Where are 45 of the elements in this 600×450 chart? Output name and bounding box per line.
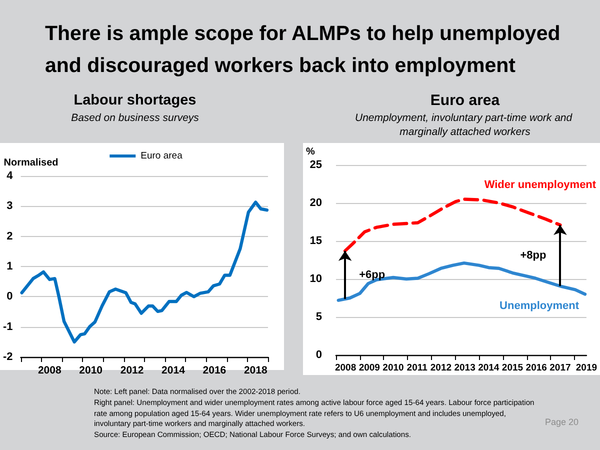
y-tick-label: 0 <box>6 290 13 303</box>
line-series <box>20 200 269 344</box>
x-tick-label: 2009 <box>358 362 380 374</box>
x-tick-label: 2014 <box>478 362 500 374</box>
x-tick-label: 2017 <box>550 362 571 374</box>
legend-label: Euro area <box>140 150 184 162</box>
x-tick-label: 2015 <box>502 362 524 374</box>
y-tick-label: 5 <box>316 311 322 323</box>
y-tick-label: 2 <box>6 230 13 242</box>
x-tick-label: 2019 <box>576 362 598 374</box>
y-tick-label: 0 <box>316 349 322 361</box>
chart-title: Labour shortages <box>74 92 196 108</box>
annotation: +8pp <box>520 250 546 262</box>
text: Page 20 <box>545 417 579 427</box>
y-tick-label: 1 <box>6 260 13 272</box>
text: There is ample scope for ALMPs to help unemployed and discouraged workers back into employment <box>45 21 562 79</box>
y-tick-label: 25 <box>310 159 322 171</box>
y-axis-title: % <box>306 146 315 158</box>
y-tick-label: 4 <box>6 170 14 182</box>
chart-title: Euro area <box>430 92 500 109</box>
y-tick-label: 3 <box>6 200 13 212</box>
x-tick-label: 2010 <box>382 362 404 374</box>
x-tick-label: 2008 <box>38 364 62 376</box>
x-tick-label: 2016 <box>202 364 226 376</box>
y-tick-label: -1 <box>3 320 13 333</box>
x-tick-label: 2013 <box>454 362 476 374</box>
series-label: Unemployment <box>500 300 580 312</box>
x-tick-label: 2011 <box>406 362 428 374</box>
x-tick-label: 2014 <box>162 364 186 376</box>
annotation: +6pp <box>359 268 386 281</box>
x-tick-label: 2010 <box>79 364 103 376</box>
x-tick-label: 2008 <box>334 362 356 374</box>
x-tick-label: 2012 <box>120 364 144 376</box>
chart-subtitle: Unemployment, involuntary part-time work and marginally attached workers <box>354 112 576 138</box>
series-label: Wider unemployment <box>484 179 596 192</box>
y-tick-label: -2 <box>3 351 13 363</box>
x-tick-label: 2012 <box>430 362 452 374</box>
y-tick-label: 20 <box>310 197 322 209</box>
y-tick-label: 15 <box>310 235 322 247</box>
y-tick-label: 10 <box>310 273 322 285</box>
x-tick-label: 2016 <box>526 362 547 374</box>
y-axis-title: Normalised <box>4 158 58 168</box>
x-tick-label: 2018 <box>244 364 268 376</box>
chart-subtitle: Based on business surveys <box>71 112 200 124</box>
line-series <box>336 261 587 302</box>
